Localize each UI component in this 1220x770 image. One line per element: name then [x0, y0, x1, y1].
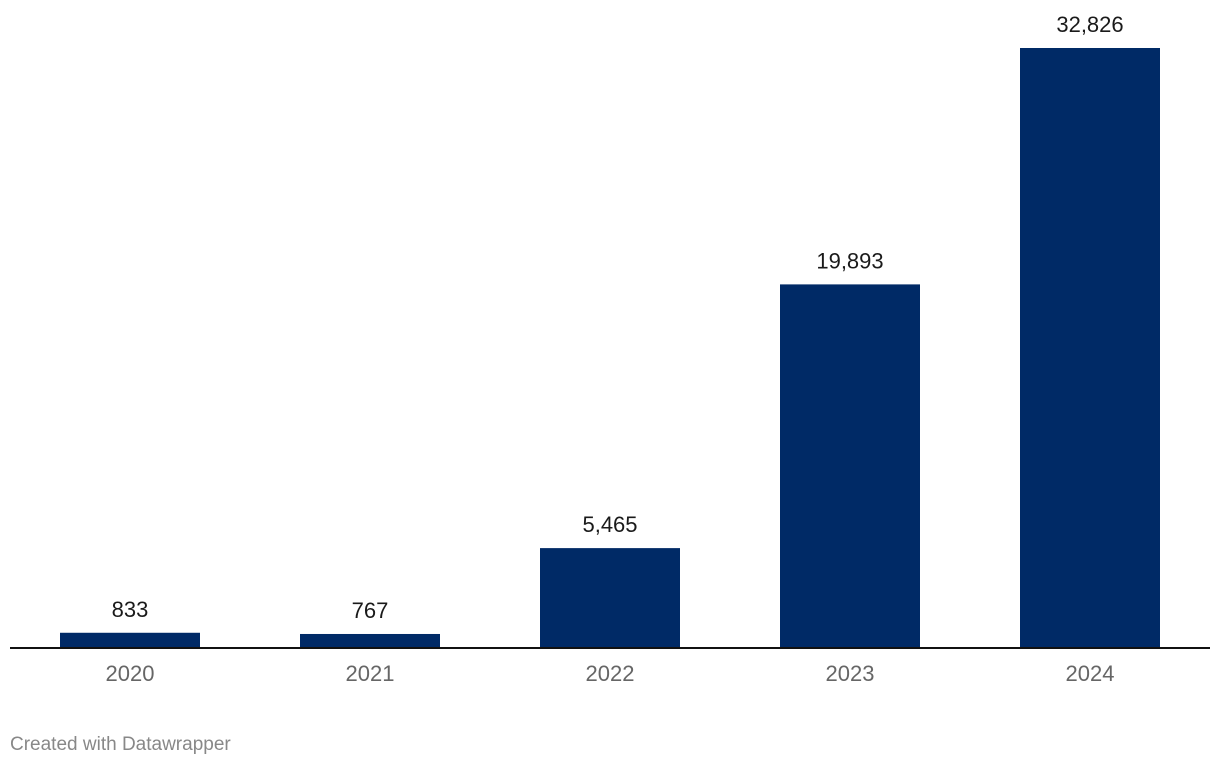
bar-2022[interactable]: [540, 548, 680, 648]
bar-2021[interactable]: [300, 633, 440, 648]
bar-chart: 833 767 5,465 19,893 32,826 2020 2021 2022 2023…: [10, 12, 1210, 686]
x-tick-label-2023: 2023: [826, 661, 875, 686]
x-tick-label-2024: 2024: [1066, 661, 1115, 686]
value-label-2021: 767: [352, 598, 389, 623]
bar-2024[interactable]: [1020, 48, 1160, 648]
x-tick-label-2020: 2020: [106, 661, 155, 686]
value-label-2022: 5,465: [582, 512, 637, 537]
value-labels-layer: 833 767 5,465 19,893 32,826: [112, 12, 1124, 623]
bar-2023[interactable]: [780, 284, 920, 648]
x-tick-label-2022: 2022: [586, 661, 635, 686]
bars-layer: [60, 48, 1160, 648]
x-tick-labels-layer: 2020 2021 2022 2023 2024: [106, 661, 1115, 686]
value-label-2023: 19,893: [816, 248, 883, 273]
x-tick-label-2021: 2021: [346, 661, 395, 686]
value-label-2020: 833: [112, 597, 149, 622]
bar-2020[interactable]: [60, 632, 200, 648]
credit-text[interactable]: Created with Datawrapper: [10, 734, 231, 755]
value-label-2024: 32,826: [1056, 12, 1123, 37]
